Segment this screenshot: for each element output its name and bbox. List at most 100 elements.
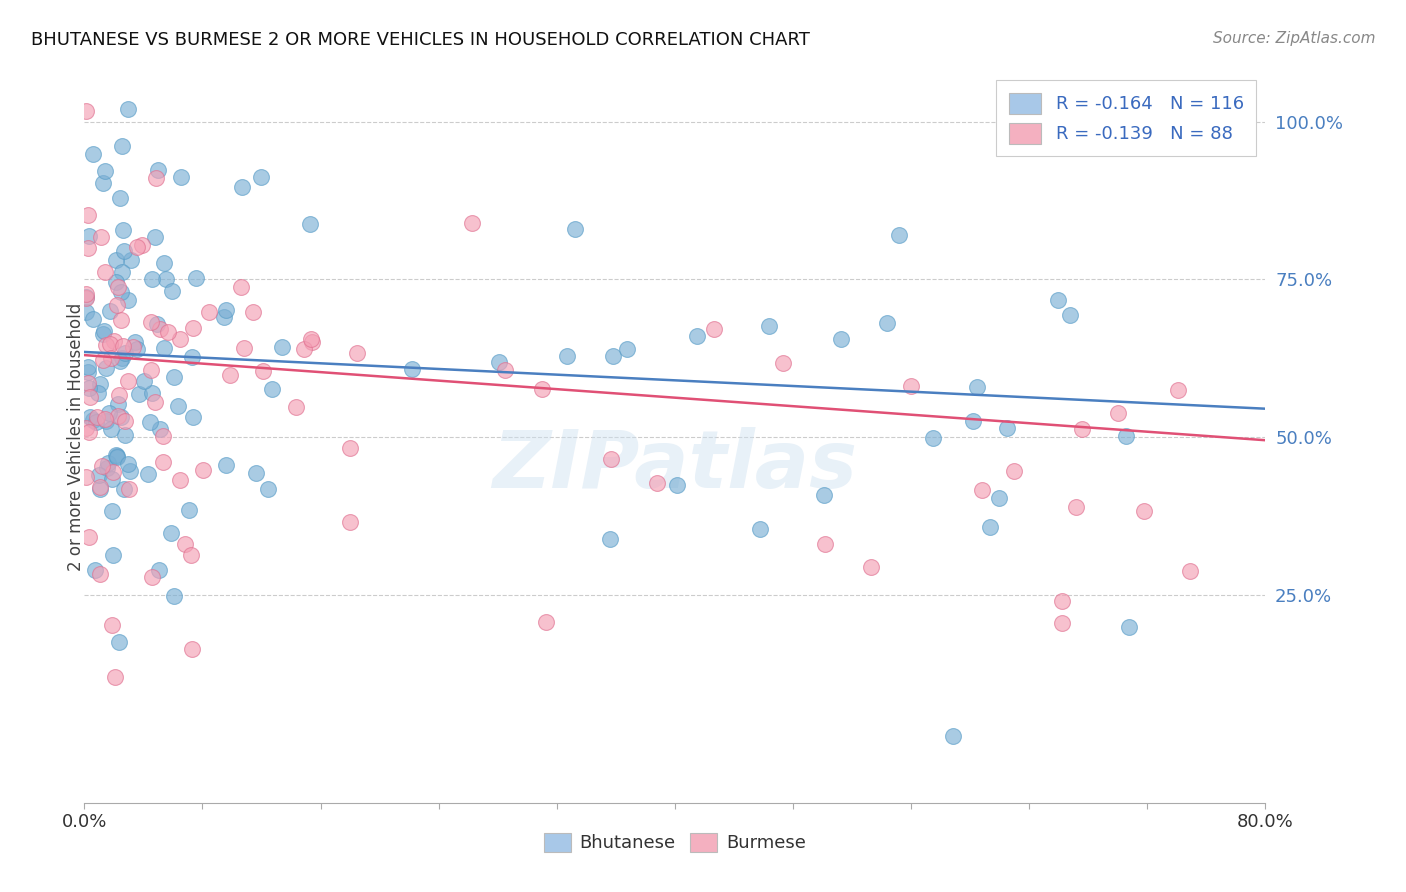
Point xyxy=(94,412,117,426)
Point xyxy=(180,351,202,365)
Point xyxy=(152,455,174,469)
Point xyxy=(114,345,136,359)
Point xyxy=(169,332,191,346)
Point xyxy=(301,335,323,350)
Point xyxy=(90,230,112,244)
Point xyxy=(962,414,984,428)
Point xyxy=(1118,620,1140,634)
Point xyxy=(77,425,100,440)
Point xyxy=(117,457,139,471)
Point xyxy=(96,360,118,375)
Point xyxy=(79,409,101,424)
Point xyxy=(1070,422,1092,436)
Point xyxy=(215,458,238,472)
Point xyxy=(152,429,174,443)
Point xyxy=(181,642,204,657)
Point xyxy=(169,473,191,487)
Point xyxy=(162,284,184,298)
Point xyxy=(859,560,882,574)
Text: BHUTANESE VS BURMESE 2 OR MORE VEHICLES IN HOUSEHOLD CORRELATION CHART: BHUTANESE VS BURMESE 2 OR MORE VEHICLES … xyxy=(31,31,810,49)
Point xyxy=(94,164,117,178)
Point xyxy=(530,382,553,396)
Point xyxy=(112,244,135,258)
Point xyxy=(138,415,160,429)
Point xyxy=(96,414,118,428)
Point xyxy=(1178,565,1201,579)
Point xyxy=(100,422,122,436)
Text: ZIPatlas: ZIPatlas xyxy=(492,427,858,506)
Point xyxy=(616,342,638,356)
Point xyxy=(146,163,169,178)
Point xyxy=(89,376,111,391)
Point xyxy=(108,388,131,402)
Point xyxy=(104,670,127,684)
Point xyxy=(75,469,97,483)
Point xyxy=(110,139,132,153)
Point xyxy=(146,318,169,332)
Point xyxy=(75,104,97,119)
Point xyxy=(120,252,142,267)
Point xyxy=(602,350,624,364)
Point xyxy=(1050,594,1073,608)
Point xyxy=(79,390,101,404)
Point xyxy=(76,365,98,379)
Point xyxy=(105,253,128,268)
Point xyxy=(600,452,623,467)
Point xyxy=(107,397,129,411)
Point xyxy=(181,409,204,424)
Point xyxy=(1002,464,1025,478)
Point xyxy=(94,338,117,352)
Point xyxy=(98,303,121,318)
Point xyxy=(758,318,780,333)
Point xyxy=(110,313,132,327)
Point xyxy=(900,379,922,393)
Point xyxy=(488,354,510,368)
Point xyxy=(686,328,709,343)
Point xyxy=(100,504,122,518)
Point xyxy=(942,729,965,743)
Point xyxy=(75,305,97,319)
Point xyxy=(118,482,141,496)
Point xyxy=(136,467,159,481)
Point xyxy=(96,461,118,475)
Point xyxy=(101,472,124,486)
Point xyxy=(108,191,131,205)
Point xyxy=(105,450,128,464)
Point xyxy=(122,340,145,354)
Point xyxy=(84,563,107,577)
Point xyxy=(830,333,852,347)
Point xyxy=(111,351,134,366)
Point xyxy=(749,522,772,536)
Point xyxy=(346,346,368,360)
Point xyxy=(128,387,150,401)
Point xyxy=(82,311,104,326)
Point xyxy=(177,502,200,516)
Point xyxy=(155,272,177,286)
Point xyxy=(245,466,267,480)
Point xyxy=(100,351,122,365)
Point xyxy=(970,483,993,497)
Point xyxy=(89,479,111,493)
Point xyxy=(110,265,132,279)
Point xyxy=(112,482,135,496)
Point xyxy=(1167,383,1189,397)
Point xyxy=(665,478,688,492)
Point xyxy=(82,412,104,426)
Point xyxy=(180,549,202,563)
Point xyxy=(995,421,1018,435)
Point xyxy=(159,526,181,541)
Point xyxy=(184,271,207,285)
Point xyxy=(105,448,128,462)
Point xyxy=(922,430,945,444)
Point xyxy=(181,320,204,334)
Point xyxy=(111,338,134,352)
Point xyxy=(139,316,162,330)
Point xyxy=(77,376,100,390)
Point xyxy=(299,333,322,347)
Point xyxy=(219,368,242,382)
Point xyxy=(89,483,111,497)
Point xyxy=(1107,406,1129,420)
Point xyxy=(966,379,988,393)
Point xyxy=(191,463,214,477)
Point xyxy=(101,548,124,562)
